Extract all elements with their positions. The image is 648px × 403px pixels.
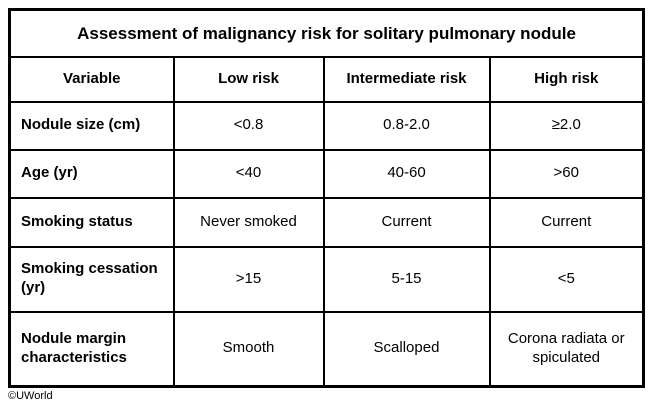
header-row: Variable Low risk Intermediate risk High… bbox=[8, 55, 645, 103]
column-header-intermediate-risk: Intermediate risk bbox=[322, 55, 491, 103]
table-row-smoking-status: Smoking status Never smoked Current Curr… bbox=[8, 196, 645, 248]
row-label-smoking-status: Smoking status bbox=[8, 196, 175, 248]
cell-age-high: >60 bbox=[488, 148, 645, 199]
cell-nodule-margin-high: Corona radiata or spiculated bbox=[488, 310, 645, 388]
cell-smoking-status-intermediate: Current bbox=[322, 196, 491, 248]
cell-smoking-cessation-high: <5 bbox=[488, 245, 645, 313]
cell-smoking-cessation-intermediate: 5-15 bbox=[322, 245, 491, 313]
table-row-nodule-margin: Nodule margin characteristics Smooth Sca… bbox=[8, 310, 645, 388]
column-header-low-risk: Low risk bbox=[172, 55, 325, 103]
cell-smoking-cessation-low: >15 bbox=[172, 245, 325, 313]
row-label-age: Age (yr) bbox=[8, 148, 175, 199]
column-header-high-risk: High risk bbox=[488, 55, 645, 103]
column-header-variable: Variable bbox=[8, 55, 175, 103]
cell-age-intermediate: 40-60 bbox=[322, 148, 491, 199]
cell-nodule-margin-intermediate: Scalloped bbox=[322, 310, 491, 388]
row-label-smoking-cessation: Smoking cessation (yr) bbox=[8, 245, 175, 313]
malignancy-risk-table: Assessment of malignancy risk for solita… bbox=[8, 8, 645, 388]
cell-smoking-status-low: Never smoked bbox=[172, 196, 325, 248]
cell-nodule-size-low: <0.8 bbox=[172, 100, 325, 151]
table-title: Assessment of malignancy risk for solita… bbox=[8, 8, 645, 58]
row-label-nodule-size: Nodule size (cm) bbox=[8, 100, 175, 151]
table-row-smoking-cessation: Smoking cessation (yr) >15 5-15 <5 bbox=[8, 245, 645, 313]
table-row-nodule-size: Nodule size (cm) <0.8 0.8-2.0 ≥2.0 bbox=[8, 100, 645, 151]
cell-nodule-size-high: ≥2.0 bbox=[488, 100, 645, 151]
table-row-age: Age (yr) <40 40-60 >60 bbox=[8, 148, 645, 199]
title-row: Assessment of malignancy risk for solita… bbox=[8, 8, 645, 58]
row-label-nodule-margin: Nodule margin characteristics bbox=[8, 310, 175, 388]
cell-age-low: <40 bbox=[172, 148, 325, 199]
cell-nodule-size-intermediate: 0.8-2.0 bbox=[322, 100, 491, 151]
cell-nodule-margin-low: Smooth bbox=[172, 310, 325, 388]
cell-smoking-status-high: Current bbox=[488, 196, 645, 248]
copyright-text: ©UWorld bbox=[8, 390, 53, 402]
